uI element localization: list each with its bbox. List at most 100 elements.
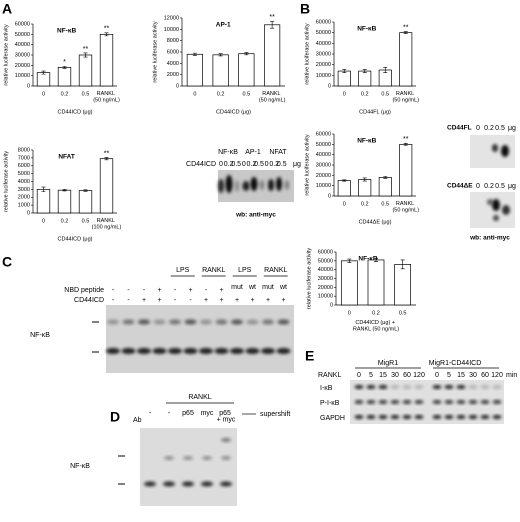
condition-sign: - [112,297,115,304]
lane-label: 0.5 [495,125,505,132]
y-tick-label: 50000 [15,32,30,38]
gel-band [354,400,364,404]
lane-label: - [168,410,171,417]
bar [99,158,114,214]
y-tick-label: 30000 [316,162,331,168]
x-axis-label: CD44ICD (μg) [216,109,251,115]
gel-band [285,180,289,190]
bar [78,190,93,214]
row-label: Ab [133,417,142,424]
lane-label: 0.5 [495,183,505,190]
condition-sign: - [143,287,146,294]
gel-band [221,456,231,460]
gel-band [164,456,174,460]
significance-label: ** [104,150,110,157]
x-axis-label: CD44ΔE (μg) [359,219,392,225]
bar [337,70,351,87]
gel-band [456,385,466,389]
gel-band [152,348,167,354]
x-tick-label: 0.5 [82,218,90,224]
condition-sign: + [235,297,239,304]
error-bar [83,189,88,192]
gel-band [432,385,442,389]
gel-band [137,348,151,354]
x-tick-label: 0 [42,218,45,224]
y-tick-label: 4000 [167,61,179,67]
gel-band [106,348,120,354]
y-tick-label: 60000 [316,19,331,25]
time-label: 60 [403,372,411,379]
lane-label: 0.5 [254,161,264,168]
error-bar [347,258,352,263]
x-tick-label: 0.5 [82,91,90,97]
chart-title: NFAT [58,154,75,161]
gel-band [183,348,198,354]
x-tick-label: 0 [343,91,346,97]
condition-label: wt [248,284,256,291]
y-tick-label: 60000 [15,21,30,27]
y-tick-label: 60000 [318,249,333,255]
y-tick-label: 40000 [318,267,333,273]
y-tick-label: 50000 [318,258,333,264]
bar [36,189,51,214]
supershift-label: supershift [260,411,290,418]
y-tick-label: 2000 [18,195,30,201]
error-bar [403,143,408,146]
y-tick-label: 50000 [316,142,331,148]
x-tick-label: RANKL (50 ng/mL) [259,91,286,104]
x-tick-label: RANKL (100 ng/mL) [92,218,122,231]
panel-label: C [2,254,12,270]
lane-unit: μg [508,183,516,190]
blot-row-label: CD44ΔE [447,183,473,190]
x-axis-label: CD44ICD (μg) [58,109,93,115]
x-axis-label: CD44ICD (μg) [58,236,93,242]
gel-band [214,348,229,354]
gel-band [468,385,478,389]
bar [212,54,229,87]
time-label: 15 [379,372,387,379]
error-bar [104,157,109,161]
error-bar [83,52,88,58]
lane-unit: μg [508,125,516,132]
significance-label: ** [403,136,409,143]
gel-band [242,181,250,191]
gel-band [366,385,376,389]
gel-band [444,400,454,404]
gel-band [262,319,274,325]
blot-target: NF-κB [218,149,238,156]
condition-sign: + [188,287,192,294]
time-label: 0 [435,372,439,379]
blot-row-label: CD44ICD [186,161,216,168]
error-bar [403,31,408,35]
condition-sign: - [127,297,130,304]
x-tick-label: RANKL (50 ng/mL) [93,91,120,104]
bar [99,33,114,87]
y-tick-label: 40000 [316,41,331,47]
x-tick-label: 0.2 [61,218,69,224]
lane-label: 0.2 [484,125,494,132]
gel-band [456,400,466,404]
y-tick-label: 0 [330,302,333,308]
chart-title: NF-κB [358,256,377,263]
y-tick-label: 10000 [164,27,179,33]
lane-label: p65 [182,410,194,417]
gel-band [354,415,364,419]
row-label: RANKL [318,372,341,379]
panel-label: D [110,409,120,425]
y-axis-label: relative luciferase activity [3,151,9,212]
y-tick-label: 40000 [316,152,331,158]
gel-band [390,415,400,419]
bar [264,24,281,87]
gel-band [276,177,282,191]
time-label: 5 [447,372,451,379]
significance-label: ** [403,24,409,31]
error-bar [383,67,388,73]
row-label: CD44ICD [74,297,104,304]
condition-sign: - [127,287,130,294]
gel-band [493,215,499,221]
condition-sign: + [219,287,223,294]
bar [57,189,72,214]
gel-band [414,400,424,404]
error-bar [342,179,347,182]
gel-band [402,400,412,404]
